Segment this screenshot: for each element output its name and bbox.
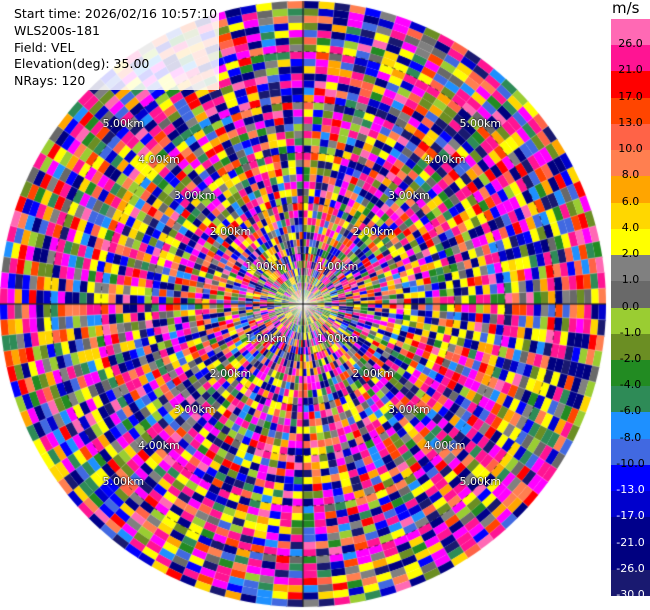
range-label-2km-q1: 2.00km (209, 224, 252, 238)
colorbar-segment (611, 307, 650, 335)
colorbar-tick-label: -21.0 (616, 535, 645, 549)
range-label-5km-q2: 5.00km (459, 117, 502, 131)
colorbar-tick-label: -13.0 (616, 483, 645, 497)
range-label-1km-q1: 1.00km (245, 260, 287, 274)
colorbar-tick-label: -1.0 (619, 325, 642, 339)
colorbar-segment (611, 438, 650, 466)
start-time-text: Start time: 2026/02/16 10:57:10 (14, 6, 218, 21)
colorbar-tick-label: -2.0 (619, 351, 642, 365)
colorbar-tick-label: -4.0 (619, 378, 642, 392)
colorbar-tick-label: -6.0 (619, 404, 642, 418)
range-label-1km-q2: 1.00km (316, 260, 359, 274)
colorbar-tick-label: -26.0 (616, 561, 645, 575)
colorbar-segment (611, 386, 650, 413)
range-label-1km-q4: 1.00km (316, 331, 359, 345)
nrays-text: NRays: 120 (14, 73, 86, 89)
range-label-2km-q3: 2.00km (209, 367, 252, 381)
colorbar-segment (611, 491, 650, 518)
colorbar-segment (611, 517, 650, 545)
colorbar-segment (611, 176, 650, 204)
colorbar-segment (611, 255, 650, 282)
colorbar-tick-label: 26.0 (618, 37, 643, 51)
instrument-text: WLS200s-181 (14, 22, 100, 38)
range-label-5km-q3: 5.00km (102, 474, 145, 488)
range-label-4km-q2: 4.00km (423, 153, 466, 167)
colorbar-tick-label: -10.0 (616, 456, 645, 470)
range-label-2km-q4: 2.00km (352, 367, 394, 381)
colorbar-tick-label: 6.0 (621, 194, 640, 208)
range-label-4km-q1: 4.00km (138, 153, 180, 167)
colorbar-segment (611, 228, 650, 256)
colorbar-segment (611, 333, 650, 361)
colorbar-tick-label: 17.0 (618, 89, 643, 103)
colorbar-segment (611, 543, 650, 571)
colorbar-segment (611, 123, 650, 151)
colorbar-tick-label: -17.0 (616, 509, 645, 523)
colorbar-segment (611, 71, 650, 99)
colorbar-tick-label: -8.0 (619, 430, 642, 444)
range-label-5km-q1: 5.00km (102, 117, 145, 131)
colorbar-segment (611, 97, 650, 125)
colorbar-tick-label: 8.0 (621, 168, 640, 182)
colorbar-segment (611, 464, 650, 492)
field-text: Field: VEL (14, 39, 75, 55)
scan-info-panel: Start time: 2026/02/16 10:57:10 WLS200s-… (12, 6, 220, 90)
range-label-4km-q3: 4.00km (138, 438, 180, 452)
colorbar-tick-label: 1.0 (621, 273, 640, 287)
colorbar-segment (611, 281, 650, 308)
colorbar-segment (611, 569, 650, 597)
range-label-3km-q2: 3.00km (388, 188, 430, 202)
colorbar-segment (611, 202, 650, 230)
colorbar-segment (611, 45, 650, 72)
colorbar-segment (611, 19, 650, 46)
colorbar-tick-label: 21.0 (618, 63, 643, 77)
range-label-2km-q2: 2.00km (352, 224, 394, 238)
colorbar-tick-label: 2.0 (621, 247, 640, 261)
range-label-3km-q1: 3.00km (173, 188, 216, 202)
range-label-3km-q3: 3.00km (173, 403, 216, 417)
colorbar-segment (611, 150, 650, 177)
colorbar-tick-label: 13.0 (618, 115, 643, 129)
colorbar-segment (611, 359, 650, 387)
range-label-4km-q4: 4.00km (423, 438, 466, 452)
range-label-5km-q4: 5.00km (459, 474, 502, 488)
colorbar-units: m/s (612, 0, 640, 17)
colorbar-tick-label: 0.0 (621, 299, 640, 313)
range-label-1km-q3: 1.00km (245, 331, 287, 345)
colorbar-segment (611, 412, 650, 440)
elevation-text: Elevation(deg): 35.00 (14, 56, 150, 72)
colorbar-tick-label: 10.0 (618, 142, 643, 156)
colorbar-tick-label: -30.0 (616, 588, 645, 601)
colorbar-tick-label: 4.0 (621, 220, 640, 234)
range-label-3km-q4: 3.00km (388, 403, 430, 417)
